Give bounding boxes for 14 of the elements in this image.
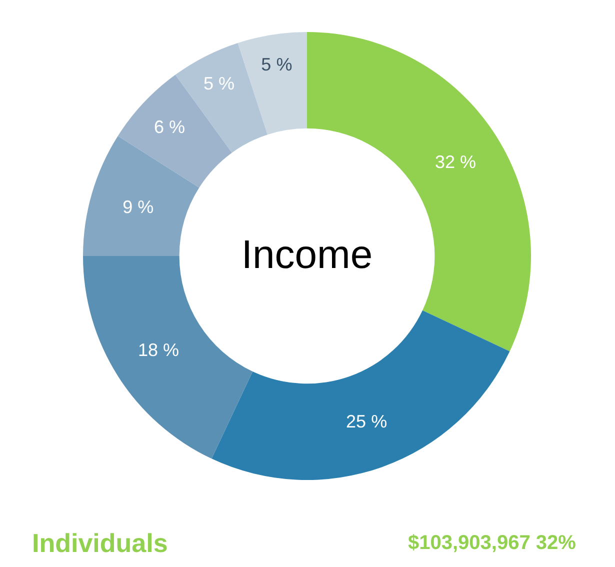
text: Income <box>241 233 373 277</box>
donut-slice <box>212 310 510 480</box>
donut-slice <box>118 74 232 188</box>
data-label: 32 % <box>434 152 476 172</box>
text: $103,903,967 32% <box>408 532 576 554</box>
donut-slice <box>238 32 307 135</box>
data-label: 5 % <box>204 73 235 94</box>
data-label: 5 % <box>261 54 292 75</box>
donut-slice <box>83 136 200 256</box>
data-label: 6 % <box>154 116 185 137</box>
data-label: 25 % <box>346 411 388 432</box>
data-label: 18 % <box>138 340 180 360</box>
data-label: 9 % <box>122 196 154 217</box>
text: Individuals <box>32 528 168 558</box>
